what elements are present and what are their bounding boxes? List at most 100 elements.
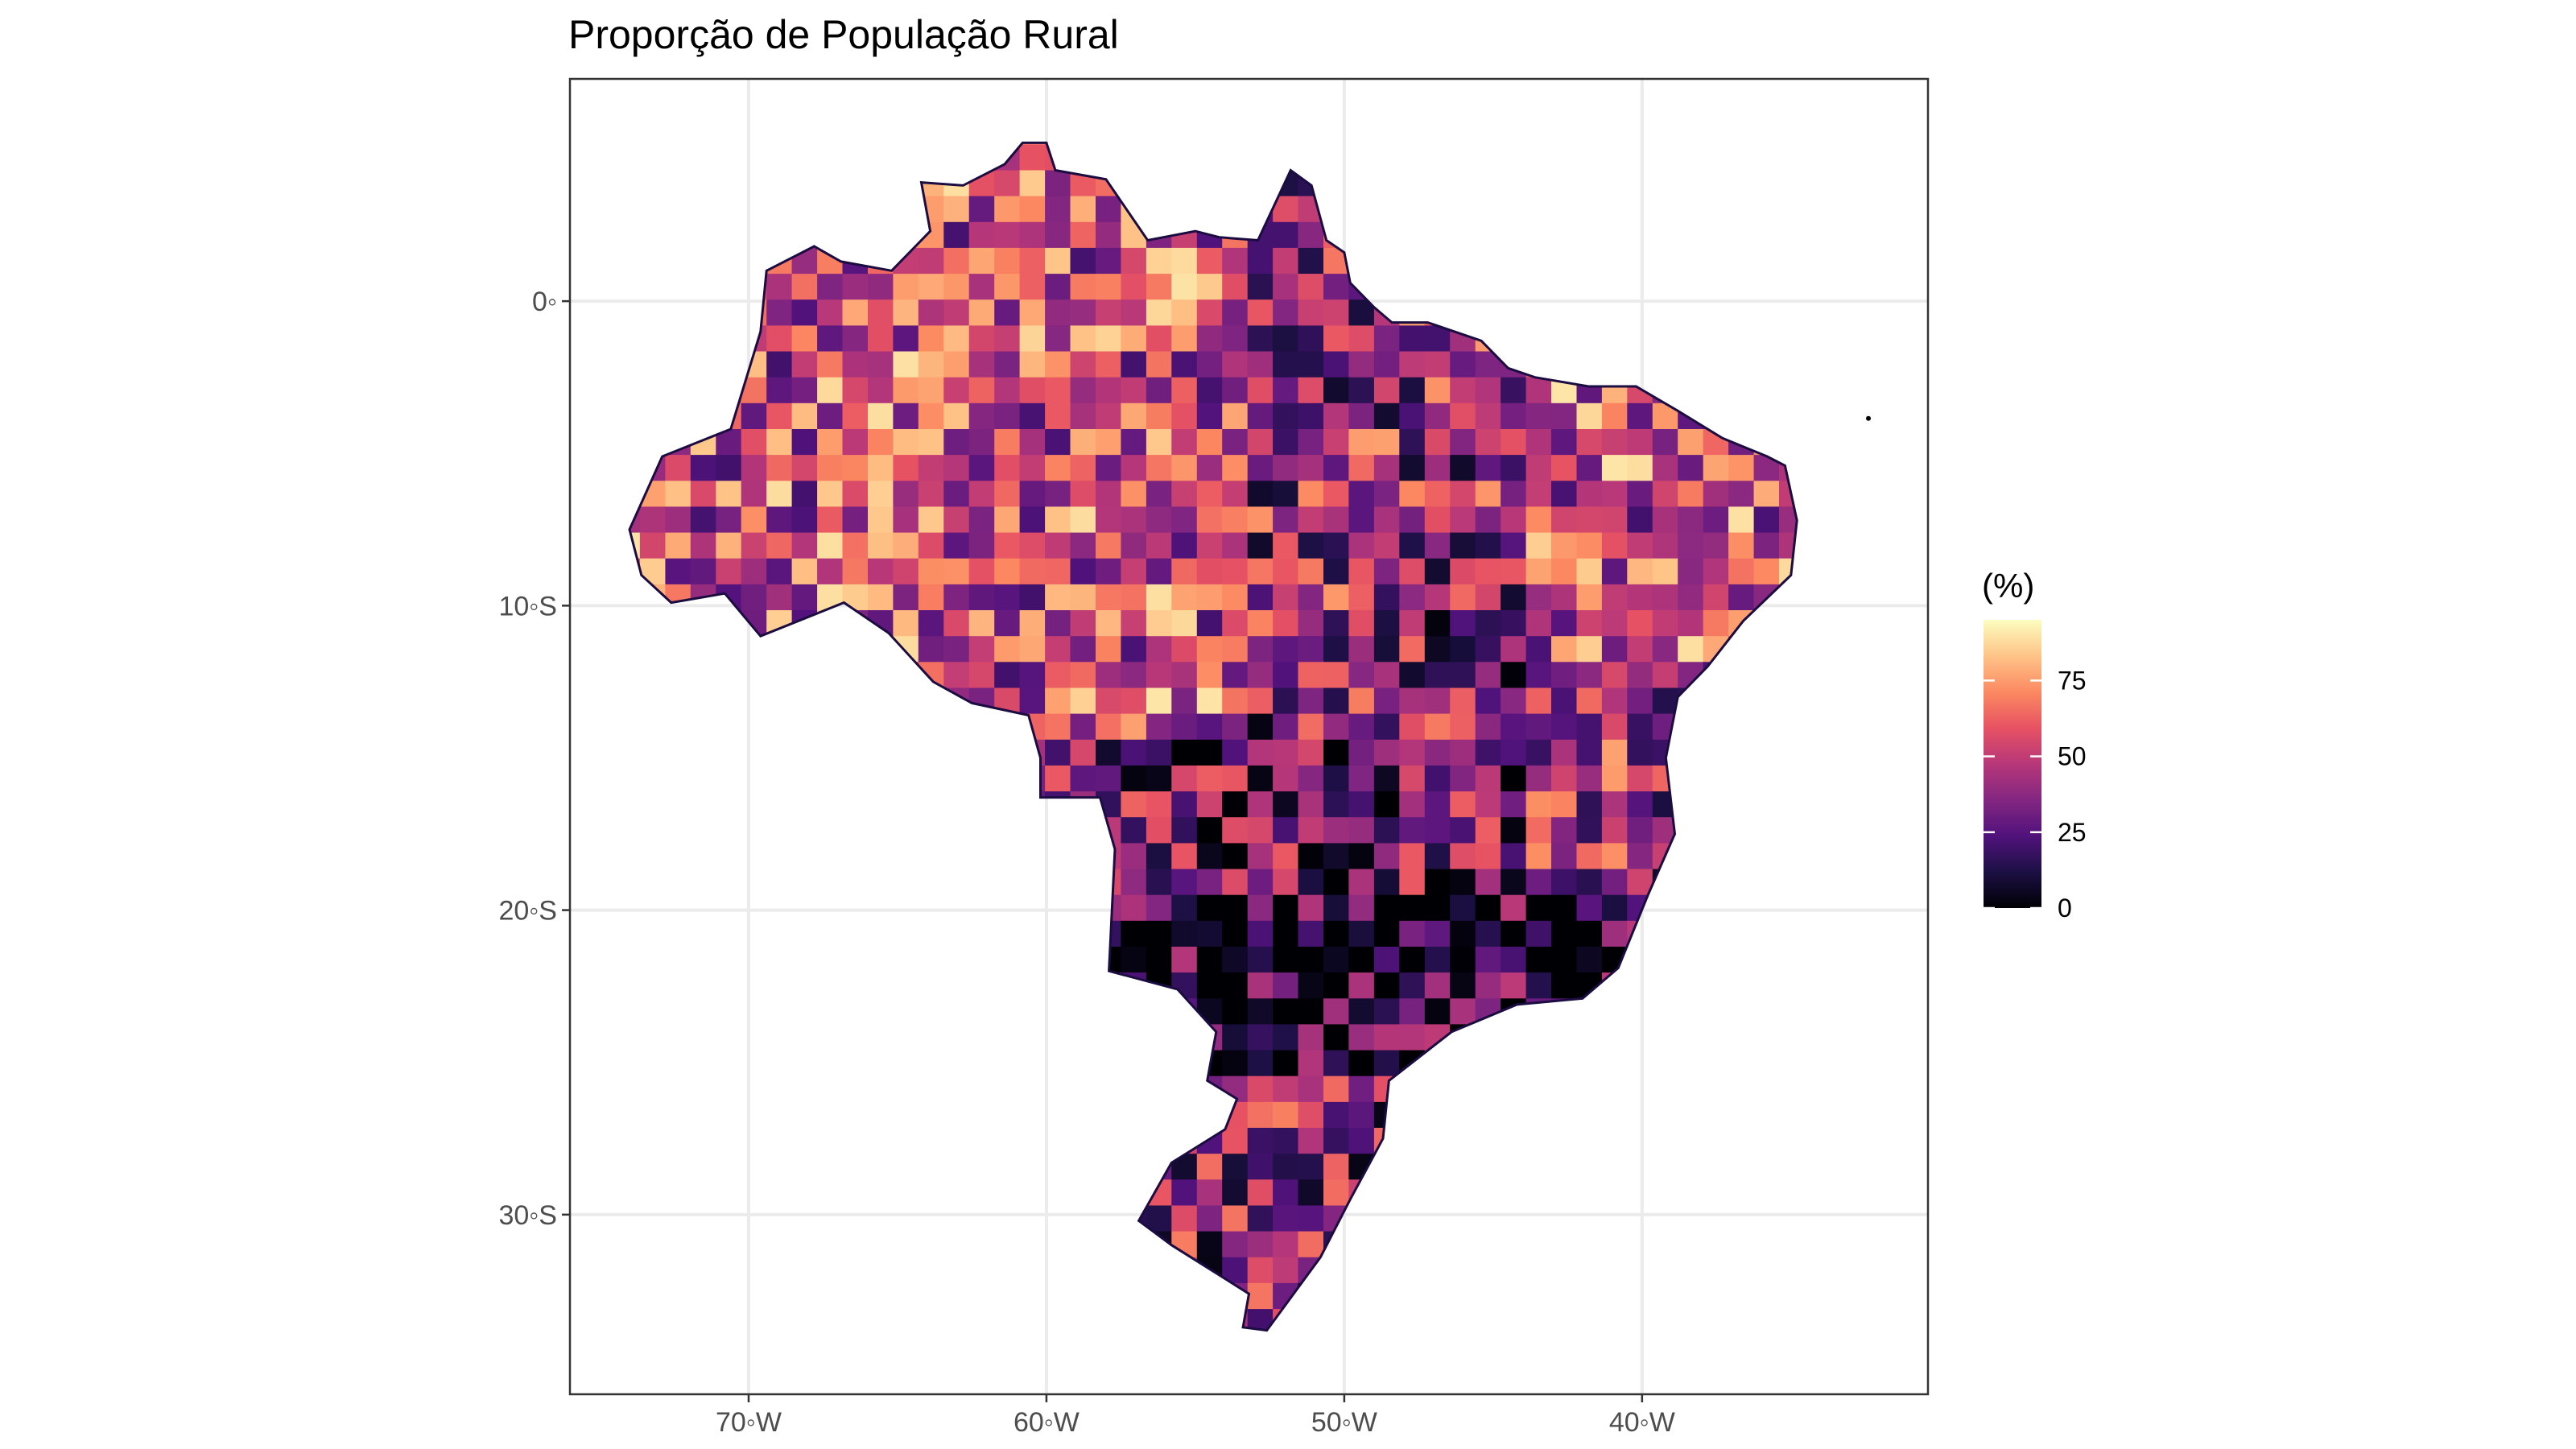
municipality-cell-1704 xyxy=(1222,1024,1249,1051)
municipality-cell-344 xyxy=(817,299,844,327)
municipality-cell-1947 xyxy=(1298,1154,1325,1181)
municipality-cell-772 xyxy=(716,532,742,559)
municipality-cell-1519 xyxy=(1399,920,1426,948)
municipality-cell-710 xyxy=(1576,481,1604,508)
municipality-cell-791 xyxy=(1196,532,1224,559)
municipality-cell-1125 xyxy=(1146,713,1173,741)
municipality-cell-1573 xyxy=(1551,947,1578,974)
municipality-cell-679 xyxy=(791,481,819,508)
municipality-cell-1045 xyxy=(1551,662,1578,689)
municipality-cell-1126 xyxy=(1171,713,1198,741)
municipality-cell-699 xyxy=(1298,481,1325,508)
municipality-cell-787 xyxy=(1096,532,1122,559)
municipality-cell-413 xyxy=(1348,325,1375,353)
municipality-cell-257 xyxy=(1045,247,1071,275)
municipality-cell-458 xyxy=(1273,351,1299,378)
municipality-cell-392 xyxy=(817,325,844,353)
municipality-cell-1184 xyxy=(1424,739,1451,767)
municipality-cell-1231 xyxy=(1399,765,1426,793)
municipality-cell-1377 xyxy=(1450,843,1476,870)
municipality-cell-1027 xyxy=(1096,662,1122,689)
municipality-cell-404 xyxy=(1121,325,1147,353)
municipality-cell-737 xyxy=(1045,506,1071,534)
municipality-cell-1140 xyxy=(1525,713,1553,741)
municipality-cell-508 xyxy=(1323,377,1350,404)
municipality-cell-1659 xyxy=(1298,998,1325,1026)
municipality-cell-1415 xyxy=(1196,869,1224,896)
municipality-cell-210 xyxy=(1070,221,1097,250)
municipality-cell-457 xyxy=(1247,351,1274,378)
municipality-cell-742 xyxy=(1171,506,1198,534)
municipality-cell-1039 xyxy=(1399,662,1426,689)
municipality-cell-359 xyxy=(1196,299,1224,327)
municipality-cell-1418 xyxy=(1273,869,1299,896)
municipality-cell-936 xyxy=(1222,610,1249,638)
municipality-cell-924 xyxy=(918,610,945,638)
municipality-cell-1852 xyxy=(1323,1101,1350,1129)
municipality-cell-766 xyxy=(1779,506,1798,534)
municipality-cell-267 xyxy=(1298,247,1325,275)
municipality-cell-1568 xyxy=(1424,947,1451,974)
municipality-cell-1122 xyxy=(1070,713,1097,741)
municipality-cell-1223 xyxy=(1196,765,1224,793)
municipality-cell-304 xyxy=(1019,274,1046,301)
municipality-cell-1047 xyxy=(1601,662,1629,689)
municipality-cell-488 xyxy=(817,377,844,404)
municipality-cell-1661 xyxy=(1348,998,1375,1026)
municipality-cell-1327 xyxy=(1399,817,1426,844)
municipality-cell-548 xyxy=(1121,402,1147,431)
municipality-cell-635 xyxy=(893,455,919,482)
municipality-cell-294 xyxy=(766,274,793,301)
municipality-cell-658 xyxy=(1475,455,1502,482)
municipality-cell-460 xyxy=(1323,351,1350,378)
municipality-cell-738 xyxy=(1070,506,1097,534)
municipality-cell-821 xyxy=(741,558,768,585)
municipality-cell-852 xyxy=(1525,558,1553,585)
municipality-cell-935 xyxy=(1196,610,1224,638)
municipality-cell-358 xyxy=(1171,299,1198,327)
municipality-cell-2089 xyxy=(1247,1231,1274,1258)
municipality-cell-1757 xyxy=(1348,1050,1375,1077)
municipality-cell-796 xyxy=(1323,532,1350,559)
municipality-cell-945 xyxy=(1450,610,1476,638)
municipality-cell-644 xyxy=(1121,455,1147,482)
municipality-cell-206 xyxy=(968,221,996,250)
municipality-cell-899 xyxy=(1501,584,1527,612)
municipality-cell-648 xyxy=(1222,455,1249,482)
municipality-cell-616 xyxy=(1627,429,1653,456)
municipality-cell-1219 xyxy=(1096,765,1122,793)
municipality-cell-1708 xyxy=(1323,1024,1350,1051)
municipality-cell-626 xyxy=(665,455,691,482)
municipality-cell-205 xyxy=(943,221,970,250)
municipality-cell-1422 xyxy=(1373,869,1401,896)
municipality-cell-1511 xyxy=(1196,920,1224,948)
municipality-cell-2088 xyxy=(1222,1231,1249,1258)
municipality-cell-399 xyxy=(994,325,1021,353)
municipality-cell-1043 xyxy=(1501,662,1527,689)
municipality-cell-708 xyxy=(1525,481,1553,508)
municipality-cell-803 xyxy=(1501,532,1527,559)
municipality-cell-1325 xyxy=(1348,817,1375,844)
municipality-cell-309 xyxy=(1146,274,1173,301)
municipality-cell-1090 xyxy=(1475,687,1502,715)
municipality-cell-843 xyxy=(1298,558,1325,585)
municipality-cell-1285 xyxy=(1551,791,1578,819)
municipality-cell-1850 xyxy=(1273,1101,1299,1129)
municipality-cell-1563 xyxy=(1298,947,1325,974)
municipality-cell-445 xyxy=(943,351,970,378)
municipality-cell-1472 xyxy=(1424,894,1451,922)
municipality-cell-537 xyxy=(842,402,869,431)
municipality-cell-721 xyxy=(639,506,667,534)
municipality-cell-879 xyxy=(994,584,1021,612)
municipality-cell-314 xyxy=(1273,274,1299,301)
municipality-cell-736 xyxy=(1019,506,1046,534)
municipality-cell-947 xyxy=(1501,610,1527,638)
municipality-cell-949 xyxy=(1551,610,1578,638)
municipality-cell-805 xyxy=(1551,532,1578,559)
municipality-cell-1664 xyxy=(1424,998,1451,1026)
municipality-cell-733 xyxy=(943,506,970,534)
municipality-cell-1574 xyxy=(1576,947,1604,974)
municipality-cell-1752 xyxy=(1222,1050,1249,1077)
municipality-cell-260 xyxy=(1121,247,1147,275)
municipality-cell-665 xyxy=(1652,455,1679,482)
